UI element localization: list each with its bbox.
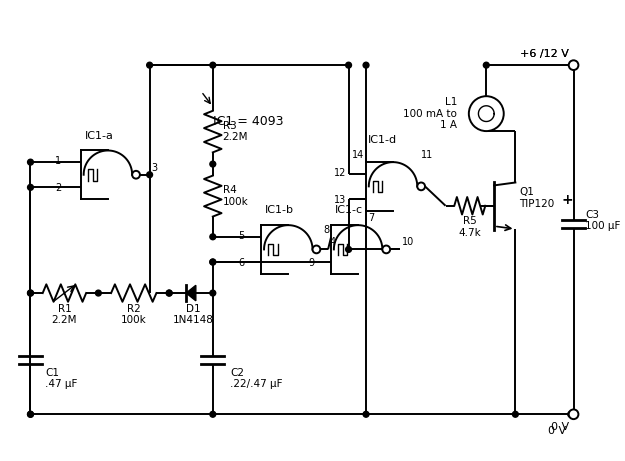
Text: 5: 5 [239,231,245,241]
Circle shape [28,290,33,296]
Text: C1
.47 μF: C1 .47 μF [45,368,78,390]
Text: R5
4.7k: R5 4.7k [458,216,481,238]
Circle shape [382,246,390,253]
Circle shape [210,161,216,167]
Text: IC1 = 4093: IC1 = 4093 [213,115,284,128]
Circle shape [346,62,351,68]
Text: IC1-b: IC1-b [265,206,294,215]
Text: 9: 9 [309,258,314,268]
Circle shape [96,290,101,296]
Circle shape [28,411,33,417]
Text: IC1-d: IC1-d [368,135,397,145]
Text: IC1-c: IC1-c [335,206,363,215]
Text: 2: 2 [55,183,61,193]
Circle shape [569,61,578,69]
Text: L1
100 mA to
1 A: L1 100 mA to 1 A [403,97,458,130]
Text: R3
2.2M: R3 2.2M [222,121,248,142]
Text: 8: 8 [323,225,329,235]
Text: 1: 1 [56,156,61,166]
Circle shape [147,172,152,177]
Circle shape [28,184,33,190]
Text: 0 V: 0 V [548,426,566,436]
Circle shape [210,290,216,296]
Circle shape [210,62,216,68]
Circle shape [166,290,172,296]
Circle shape [210,411,216,417]
Text: 0 V: 0 V [551,422,569,432]
Text: 7: 7 [368,213,374,223]
Circle shape [569,410,578,418]
Text: Q1
TIP120: Q1 TIP120 [519,187,554,209]
Circle shape [312,246,320,253]
Text: +6 /12 V: +6 /12 V [520,49,569,59]
Circle shape [483,62,489,68]
Circle shape [28,159,33,165]
Circle shape [569,409,578,419]
Circle shape [346,247,351,252]
Text: +: + [562,193,574,207]
Text: 13: 13 [334,195,347,205]
Circle shape [132,171,140,178]
Text: IC1-a: IC1-a [85,131,114,141]
Circle shape [166,290,172,296]
Text: 10: 10 [402,237,414,248]
Text: D1
1N4148: D1 1N4148 [173,304,213,325]
Circle shape [512,411,518,417]
Circle shape [28,290,33,296]
Text: 4: 4 [330,237,336,248]
Text: C2
.22/.47 μF: C2 .22/.47 μF [230,368,282,390]
Text: C3
100 μF: C3 100 μF [585,209,621,231]
Circle shape [210,259,216,265]
Circle shape [569,410,578,418]
Circle shape [210,234,216,240]
Circle shape [363,62,369,68]
Text: R1
2.2M: R1 2.2M [52,304,77,325]
Text: +6 /12 V: +6 /12 V [520,49,569,59]
Circle shape [210,259,216,265]
Text: 6: 6 [239,258,245,268]
Polygon shape [186,285,196,301]
Circle shape [418,183,425,190]
Text: 3: 3 [151,163,158,173]
Circle shape [363,411,369,417]
Text: R2
100k: R2 100k [121,304,147,325]
Circle shape [28,411,33,417]
Text: R4
100k: R4 100k [222,185,248,207]
Circle shape [569,60,578,70]
Text: 11: 11 [421,150,433,160]
Circle shape [469,96,504,131]
Text: 12: 12 [334,168,347,178]
Circle shape [568,411,574,417]
Circle shape [147,62,152,68]
Text: 14: 14 [352,150,364,160]
